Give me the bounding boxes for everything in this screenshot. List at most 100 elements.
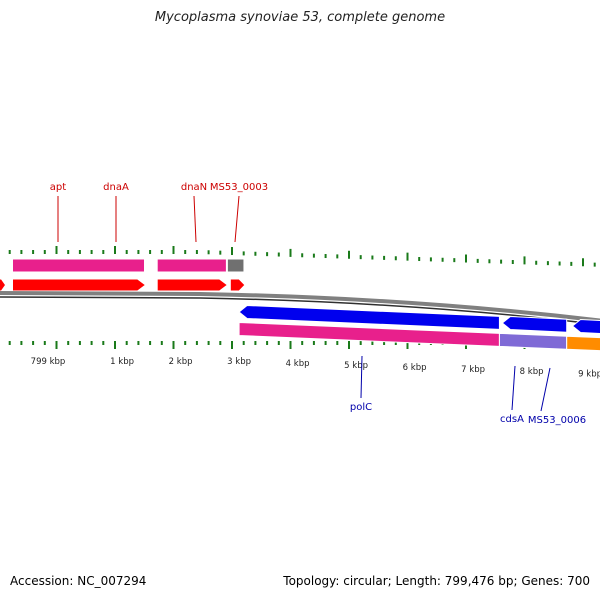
forward-cog-block bbox=[226, 258, 245, 273]
tick-mark bbox=[114, 246, 116, 254]
scale-label: 3 kbp bbox=[227, 357, 251, 367]
reverse-cog-track bbox=[238, 321, 600, 352]
scale-labels: 799 kbp 1 kbp 2 kbp 3 kbp 4 kbp 5 kbp 6 kbp 7 k… bbox=[31, 357, 600, 379]
reverse-label-leader bbox=[511, 365, 516, 411]
reverse-gene-labels: polC cdsA MS53_0006 bbox=[350, 355, 586, 426]
reverse-gene-label: polC bbox=[350, 402, 372, 413]
forward-label-leader bbox=[234, 195, 240, 243]
forward-gene-arrow bbox=[12, 278, 147, 292]
tick-mark bbox=[511, 260, 514, 265]
tick-mark bbox=[266, 341, 269, 345]
tick-mark bbox=[90, 341, 93, 345]
tick-mark bbox=[546, 261, 549, 266]
tick-mark bbox=[125, 250, 128, 254]
tick-mark bbox=[465, 254, 467, 263]
scale-label: 7 kbp bbox=[461, 365, 485, 375]
tick-mark bbox=[301, 341, 304, 345]
tick-mark bbox=[266, 252, 269, 257]
forward-cog-block bbox=[156, 258, 227, 273]
tick-mark bbox=[242, 341, 245, 345]
tick-mark bbox=[20, 250, 23, 254]
tick-mark bbox=[231, 247, 233, 256]
tick-mark bbox=[359, 341, 362, 345]
tick-mark bbox=[55, 246, 58, 254]
forward-gene-label: MS53_0003 bbox=[210, 182, 268, 193]
tick-mark bbox=[371, 255, 374, 260]
reverse-gene-arrow bbox=[501, 316, 568, 333]
map-title: Mycoplasma synoviae 53, complete genome bbox=[154, 10, 446, 25]
tick-mark bbox=[441, 257, 444, 262]
tick-mark bbox=[558, 261, 561, 266]
tick-mark bbox=[301, 253, 304, 258]
tick-mark bbox=[277, 341, 280, 345]
tick-mark bbox=[324, 254, 327, 259]
forward-cog-track bbox=[12, 258, 245, 273]
tick-mark bbox=[125, 341, 128, 345]
tick-mark bbox=[429, 257, 432, 262]
backbone-line bbox=[0, 291, 600, 323]
tick-mark bbox=[184, 341, 187, 345]
forward-gene-labels: apt dnaA dnaN MS53_0003 bbox=[50, 182, 268, 243]
tick-mark bbox=[312, 253, 315, 258]
tick-mark bbox=[336, 254, 339, 259]
tick-mark bbox=[172, 246, 175, 254]
tick-mark bbox=[371, 341, 374, 345]
tick-mark bbox=[8, 250, 11, 254]
scale-label: 4 kbp bbox=[286, 359, 310, 369]
scale-label: 2 kbp bbox=[169, 357, 193, 367]
tick-mark bbox=[207, 341, 210, 345]
forward-label-leader bbox=[193, 195, 197, 243]
tick-mark bbox=[383, 255, 386, 260]
scale-label: 8 kbp bbox=[520, 367, 544, 377]
tick-mark bbox=[219, 250, 222, 255]
tick-mark bbox=[160, 341, 163, 345]
tick-mark bbox=[20, 341, 23, 345]
reverse-label-leader bbox=[540, 367, 551, 412]
scale-label: 9 kbp bbox=[578, 369, 600, 379]
tick-mark bbox=[324, 341, 327, 345]
reverse-gene-arrow bbox=[571, 318, 600, 335]
tick-mark bbox=[67, 250, 70, 254]
tick-mark bbox=[184, 250, 187, 254]
tick-mark bbox=[231, 341, 233, 349]
tick-mark bbox=[582, 258, 584, 267]
tick-mark bbox=[394, 256, 397, 261]
tick-mark bbox=[523, 256, 526, 265]
tick-mark bbox=[8, 341, 11, 345]
tick-mark bbox=[195, 341, 198, 345]
scale-label: 1 kbp bbox=[110, 357, 134, 367]
tick-mark bbox=[289, 341, 292, 349]
tick-mark bbox=[500, 259, 503, 264]
tick-mark bbox=[242, 251, 245, 256]
reverse-gene-label: cdsA bbox=[500, 414, 524, 425]
tick-mark bbox=[78, 250, 81, 254]
tick-mark bbox=[32, 341, 35, 345]
tick-mark bbox=[418, 257, 421, 262]
tick-mark bbox=[43, 341, 46, 345]
tick-mark bbox=[254, 251, 257, 256]
scale-label: 6 kbp bbox=[403, 363, 427, 373]
reverse-gene-arrow bbox=[238, 304, 500, 330]
forward-gene-label: dnaN bbox=[181, 182, 207, 193]
genome-summary-text: Topology: circular; Length: 799,476 bp; … bbox=[283, 574, 590, 588]
tick-mark bbox=[383, 341, 386, 345]
tick-mark bbox=[593, 262, 596, 267]
tick-mark bbox=[149, 341, 152, 345]
forward-gene-arrow bbox=[0, 278, 7, 292]
tick-mark bbox=[312, 341, 315, 345]
tick-mark bbox=[348, 250, 350, 259]
tick-mark bbox=[336, 341, 339, 345]
tick-mark bbox=[102, 250, 105, 254]
tick-mark bbox=[78, 341, 81, 345]
tick-mark bbox=[172, 341, 175, 349]
tick-mark bbox=[476, 258, 479, 263]
tick-mark bbox=[67, 341, 70, 345]
tick-mark bbox=[406, 252, 409, 261]
tick-mark bbox=[160, 250, 163, 254]
scale-label: 799 kbp bbox=[31, 357, 66, 367]
tick-mark bbox=[453, 258, 456, 263]
tick-mark bbox=[254, 341, 257, 345]
tick-mark bbox=[137, 341, 140, 345]
tick-mark bbox=[137, 250, 140, 254]
